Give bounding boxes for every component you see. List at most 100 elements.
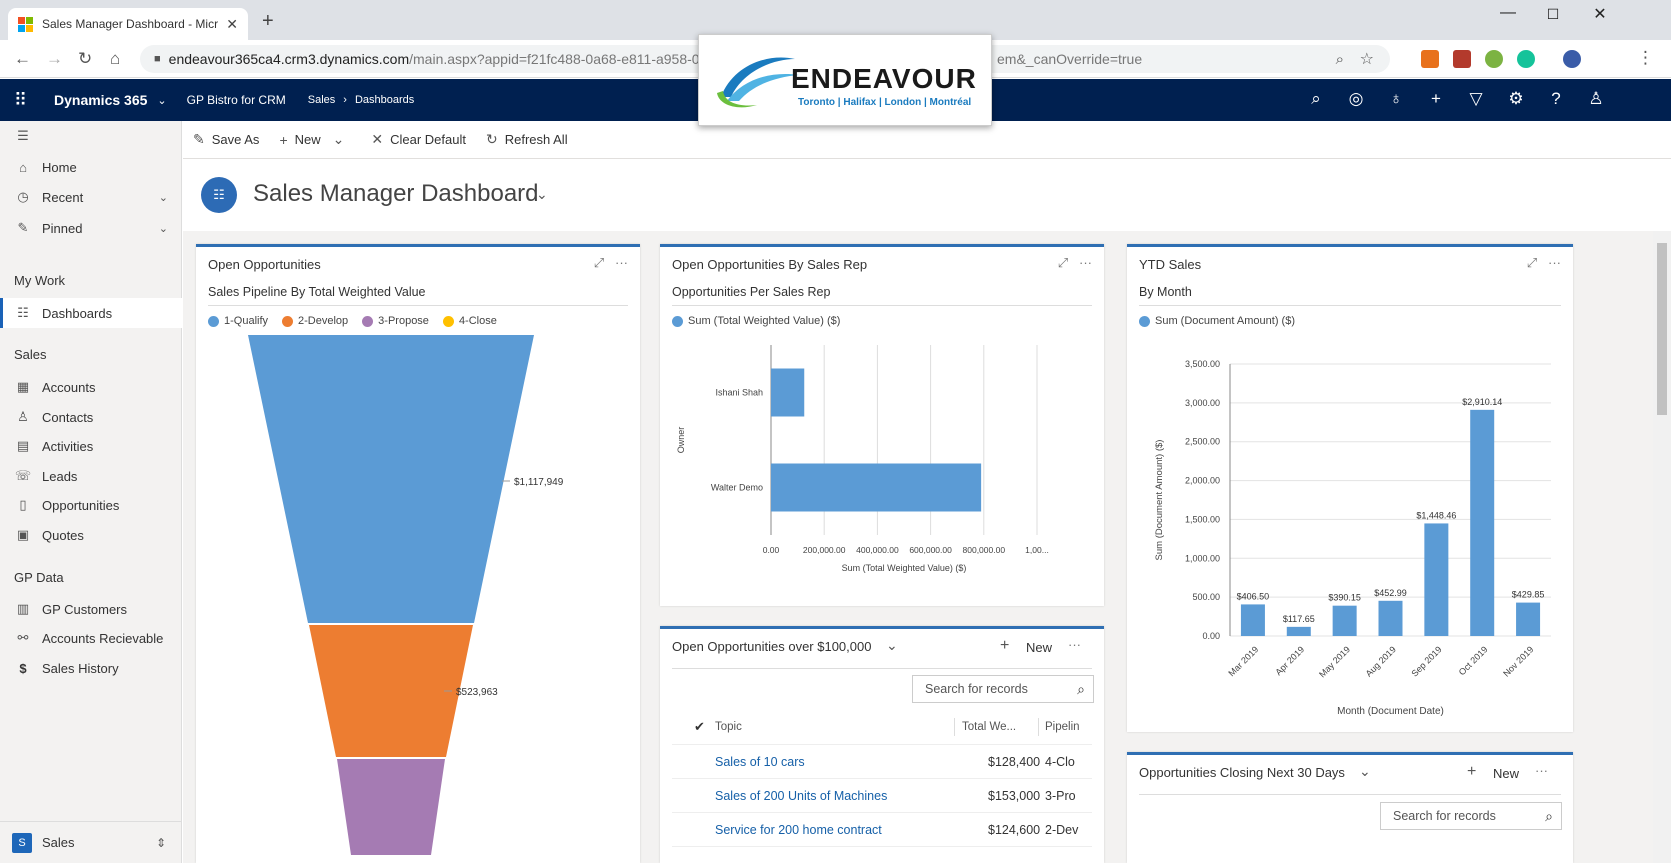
- legend-item[interactable]: 3-Propose: [362, 315, 429, 327]
- breadcrumb-dashboards[interactable]: Dashboards: [354, 94, 415, 106]
- table-row[interactable]: Sales of 10 cars $128,400 4-Clo: [672, 745, 1092, 779]
- profile-avatar-icon[interactable]: [1563, 50, 1581, 68]
- close-tab-icon[interactable]: ✕: [226, 15, 238, 32]
- back-icon[interactable]: ←: [14, 49, 31, 68]
- refresh-all-button[interactable]: ↻ Refresh All: [486, 131, 568, 148]
- sidebar-item-accounts-receivable[interactable]: ⚯ Accounts Recievable: [0, 623, 182, 653]
- search-input[interactable]: Search for records ⌕: [1380, 802, 1562, 830]
- hamburger-icon[interactable]: ☰: [17, 128, 29, 143]
- sidebar-toggle[interactable]: ☰: [0, 121, 182, 151]
- extension-pdf-icon[interactable]: [1453, 50, 1471, 68]
- sidebar-item-leads[interactable]: ☏ Leads: [0, 461, 182, 491]
- legend-item[interactable]: 1-Qualify: [208, 315, 268, 327]
- save-as-icon: ✎: [193, 131, 205, 147]
- sidebar-item-gp-customers[interactable]: ▥ GP Customers: [0, 594, 182, 624]
- table-row[interactable]: Sales of 200 Units of Machines $153,000 …: [672, 779, 1092, 813]
- y-axis-label: Owner: [676, 427, 686, 454]
- app-launcher-icon[interactable]: ⠿: [14, 89, 28, 110]
- sidebar-item-dashboards[interactable]: ☷ Dashboards: [0, 298, 182, 328]
- chevron-down-icon[interactable]: ⌄: [157, 94, 167, 107]
- search-icon[interactable]: ⌕: [1545, 807, 1553, 824]
- view-selector-chevron-icon[interactable]: ⌄: [886, 637, 898, 653]
- column-divider: [1038, 718, 1039, 736]
- sidebar-item-pinned[interactable]: ✎ Pinned ⌄: [0, 213, 182, 243]
- expand-chart-icon[interactable]: ⤢: [1526, 255, 1538, 270]
- search-icon[interactable]: ⌕: [1077, 680, 1085, 697]
- plus-icon[interactable]: +: [1000, 637, 1010, 654]
- breadcrumb-sales[interactable]: Sales: [307, 94, 336, 106]
- column-header-topic[interactable]: Topic: [715, 720, 742, 733]
- sidebar-item-quotes[interactable]: ▣ Quotes: [0, 520, 182, 550]
- sidebar-item-accounts[interactable]: ▦ Accounts: [0, 372, 182, 402]
- quick-create-icon[interactable]: +: [1431, 89, 1441, 108]
- sidebar-item-label: Dashboards: [42, 305, 113, 321]
- browser-home-icon[interactable]: ⌂: [110, 49, 121, 68]
- app-name[interactable]: GP Bistro for CRM: [186, 93, 286, 107]
- browser-menu-icon[interactable]: ⋮: [1637, 48, 1654, 67]
- plus-icon[interactable]: +: [1467, 763, 1477, 780]
- scrollbar-thumb[interactable]: [1657, 243, 1667, 415]
- zoom-icon[interactable]: ⌕: [1335, 50, 1344, 68]
- search-icon[interactable]: ⌕: [1311, 89, 1321, 108]
- legend-item[interactable]: Sum (Document Amount) ($): [1139, 315, 1295, 327]
- more-options-icon[interactable]: ···: [1079, 255, 1092, 270]
- chevron-down-icon[interactable]: ⌄: [158, 222, 168, 235]
- grid-new-button[interactable]: New: [1026, 640, 1053, 655]
- brand-label[interactable]: Dynamics 365: [54, 92, 148, 108]
- legend-item[interactable]: Sum (Total Weighted Value) ($): [672, 315, 840, 327]
- maximize-icon[interactable]: ☐: [1546, 6, 1560, 22]
- new-tab-icon[interactable]: +: [262, 10, 274, 32]
- topic-link[interactable]: Sales of 10 cars: [715, 754, 805, 769]
- expand-chart-icon[interactable]: ⤢: [1057, 255, 1069, 270]
- user-icon[interactable]: ♙: [1588, 89, 1604, 108]
- legend-label: 3-Propose: [378, 315, 429, 327]
- close-window-icon[interactable]: ✕: [1593, 6, 1607, 23]
- dashboard-selector-chevron-icon[interactable]: ⌄: [536, 186, 548, 202]
- sidebar-item-activities[interactable]: ▤ Activities: [0, 431, 182, 461]
- grid-new-button[interactable]: New: [1493, 766, 1520, 781]
- search-input[interactable]: Search for records ⌕: [912, 675, 1094, 703]
- sidebar-item-home[interactable]: ⌂ Home: [0, 152, 182, 182]
- chevron-down-icon[interactable]: ⌄: [332, 131, 345, 147]
- forward-icon[interactable]: →: [46, 49, 63, 68]
- legend-item[interactable]: 2-Develop: [282, 315, 348, 327]
- vertical-scrollbar[interactable]: [1653, 231, 1671, 863]
- chevron-down-icon[interactable]: ⌄: [158, 191, 168, 204]
- more-options-icon[interactable]: ···: [1068, 637, 1081, 652]
- legend-item[interactable]: 4-Close: [442, 315, 497, 327]
- settings-gear-icon[interactable]: ⚙: [1508, 89, 1524, 108]
- clear-default-button[interactable]: ✕ Clear Default: [371, 131, 466, 148]
- lightbulb-icon[interactable]: ♁: [1389, 89, 1403, 108]
- sidebar-item-contacts[interactable]: ♙ Contacts: [0, 402, 182, 432]
- data-label: $2,910.14: [1462, 397, 1502, 407]
- extension-grammarly-icon[interactable]: [1517, 50, 1535, 68]
- reload-icon[interactable]: ↻: [78, 49, 93, 68]
- extension-b-icon[interactable]: [1485, 50, 1503, 68]
- new-button[interactable]: + New ⌄: [279, 131, 351, 148]
- topic-link[interactable]: Sales of 200 Units of Machines: [715, 788, 888, 803]
- extension-chart-icon[interactable]: [1421, 50, 1439, 68]
- sidebar-item-opportunities[interactable]: ▯ Opportunities: [0, 490, 182, 520]
- area-switcher[interactable]: S Sales ⇕: [0, 821, 182, 863]
- expand-chart-icon[interactable]: ⤢: [593, 255, 605, 270]
- topic-link[interactable]: Service for 200 home contract: [715, 822, 882, 837]
- table-row[interactable]: Service for 200 home contract $124,600 2…: [672, 813, 1092, 847]
- bar: [1378, 600, 1403, 636]
- column-header-pipeline[interactable]: Pipelin: [1045, 720, 1080, 733]
- filter-icon[interactable]: ▽: [1469, 89, 1483, 108]
- browser-tab[interactable]: Sales Manager Dashboard - Micr ✕: [8, 8, 248, 40]
- sidebar-item-recent[interactable]: ◷ Recent ⌄: [0, 182, 182, 212]
- more-options-icon[interactable]: ···: [615, 255, 628, 270]
- bookmark-star-icon[interactable]: ☆: [1359, 51, 1374, 68]
- select-all-checkmark-icon[interactable]: ✔: [694, 718, 705, 734]
- view-selector-chevron-icon[interactable]: ⌄: [1359, 763, 1371, 779]
- column-header-total-weighted[interactable]: Total We...: [962, 720, 1017, 733]
- minimize-icon[interactable]: —: [1500, 4, 1516, 21]
- more-options-icon[interactable]: ···: [1535, 763, 1548, 778]
- task-flow-icon[interactable]: ◎: [1348, 89, 1364, 108]
- help-icon[interactable]: ?: [1551, 89, 1561, 108]
- sidebar-item-sales-history[interactable]: $ Sales History: [0, 653, 182, 683]
- chevron-updown-icon[interactable]: ⇕: [155, 835, 166, 850]
- save-as-button[interactable]: ✎ Save As: [193, 131, 259, 148]
- more-options-icon[interactable]: ···: [1548, 255, 1561, 270]
